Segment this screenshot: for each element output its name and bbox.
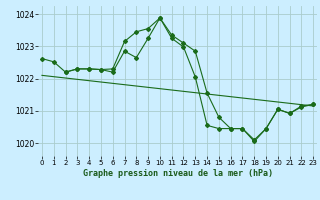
X-axis label: Graphe pression niveau de la mer (hPa): Graphe pression niveau de la mer (hPa): [83, 169, 273, 178]
